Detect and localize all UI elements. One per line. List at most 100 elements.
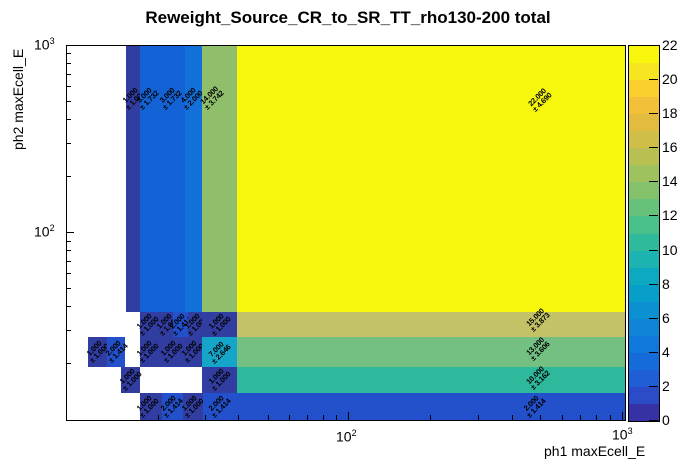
axis-tick [323, 415, 324, 420]
heatmap-cell [140, 337, 162, 367]
palette-segment [629, 386, 659, 404]
axis-tick [562, 415, 563, 420]
palette-tick [649, 147, 658, 149]
axis-tick [66, 241, 71, 242]
palette-segment [629, 318, 659, 336]
axis-tick [66, 143, 71, 144]
axis-tick [238, 415, 239, 420]
axis-tick [205, 415, 206, 420]
palette-segment [629, 113, 659, 132]
palette-tick-label: 6 [662, 309, 670, 326]
axis-tick [66, 119, 71, 120]
palette-tick [649, 283, 658, 285]
axis-tick [66, 250, 71, 251]
axis-tick [610, 415, 611, 420]
y-axis-title: ph2 maxEcell_E [10, 48, 26, 150]
heatmap-cell [202, 312, 237, 337]
heatmap-cell [202, 45, 237, 312]
axis-tick [66, 63, 71, 64]
palette-tick-label: 4 [662, 343, 670, 360]
axis-tick [307, 415, 308, 420]
palette-segment [629, 181, 659, 200]
palette-tick-label: 8 [662, 275, 670, 292]
palette-segment [629, 352, 659, 370]
heatmap-cell [126, 45, 140, 312]
palette-segment [629, 215, 659, 234]
x-axis-title: ph1 maxEcell_E [544, 443, 646, 459]
axis-tick [512, 415, 513, 420]
axis-tick [289, 415, 290, 420]
axis-tick [66, 273, 71, 274]
axis-tick [66, 232, 74, 233]
axis-tick [66, 101, 71, 102]
palette-segment [629, 301, 659, 319]
heatmap-cell [121, 367, 140, 393]
palette-segment [629, 267, 659, 285]
axis-tick [478, 415, 479, 420]
palette-tick [649, 249, 658, 251]
palette-tick-label: 20 [662, 71, 678, 88]
color-palette [628, 45, 660, 422]
palette-tick [649, 45, 658, 46]
axis-tick [66, 261, 71, 262]
axis-tick [66, 306, 71, 307]
axis-tick [66, 86, 71, 87]
axis-tick [580, 415, 581, 420]
heatmap-cell [140, 393, 162, 420]
palette-tick [649, 79, 658, 81]
axis-tick [158, 415, 159, 420]
heatmap-cell [237, 393, 625, 420]
heatmap-cell [237, 312, 625, 337]
axis-tick [66, 74, 71, 75]
palette-segment [629, 130, 659, 149]
palette-segment [629, 96, 659, 115]
heatmap-cell [162, 45, 185, 312]
axis-tick [622, 412, 623, 420]
palette-segment [629, 233, 659, 251]
heatmap-cell [162, 337, 185, 367]
y-tick-label: 103 [34, 36, 55, 53]
palette-tick [649, 317, 658, 319]
palette-tick [649, 181, 658, 183]
palette-segment [629, 369, 659, 387]
palette-segment [629, 284, 659, 302]
palette-tick [649, 215, 658, 217]
heatmap-cell [237, 337, 625, 367]
x-tick-label: 103 [612, 426, 633, 443]
palette-tick-label: 22 [662, 37, 678, 53]
palette-tick-label: 0 [662, 412, 670, 428]
heatmap-cell [185, 45, 202, 312]
axis-tick [268, 415, 269, 420]
palette-tick [649, 420, 658, 421]
heatmap-cell [185, 337, 202, 367]
heatmap-cell [107, 337, 125, 367]
axis-tick [540, 415, 541, 420]
palette-tick-label: 10 [662, 241, 678, 258]
palette-segment [629, 198, 659, 217]
axis-tick [66, 330, 71, 331]
heatmap-cell [202, 337, 237, 367]
y-tick-label: 102 [34, 223, 55, 240]
palette-tick [649, 385, 658, 387]
palette-tick-label: 2 [662, 377, 670, 394]
axis-tick [66, 288, 71, 289]
axis-tick [66, 53, 71, 54]
palette-segment [629, 45, 659, 64]
heatmap-cell [237, 367, 625, 393]
palette-segment [629, 147, 659, 166]
plot-title: Reweight_Source_CR_to_SR_TT_rho130-200 t… [145, 8, 551, 27]
palette-tick [649, 113, 658, 115]
heatmap-cell [162, 312, 173, 337]
heatmap-cell [173, 312, 188, 337]
heatmap-cell [203, 393, 237, 420]
palette-tick-label: 18 [662, 105, 678, 122]
heatmap-cell [202, 367, 237, 393]
palette-segment [629, 403, 659, 421]
palette-segment [629, 62, 659, 81]
heatmap-cell [237, 45, 625, 312]
axis-tick [348, 412, 349, 420]
palette-segment [629, 250, 659, 268]
heatmap-cell [183, 393, 203, 420]
axis-tick [66, 45, 74, 46]
